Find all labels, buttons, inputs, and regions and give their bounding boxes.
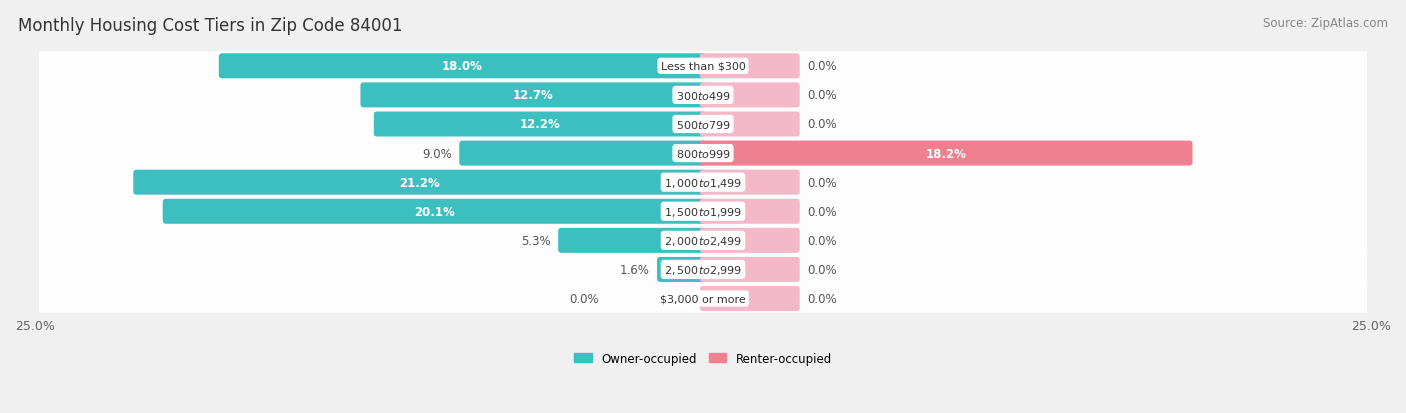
Text: 9.0%: 9.0% bbox=[422, 147, 451, 160]
Text: Less than $300: Less than $300 bbox=[661, 62, 745, 71]
Text: 1.6%: 1.6% bbox=[620, 263, 650, 276]
FancyBboxPatch shape bbox=[700, 257, 800, 282]
Text: 0.0%: 0.0% bbox=[807, 89, 837, 102]
FancyBboxPatch shape bbox=[163, 199, 706, 224]
Text: $1,500 to $1,999: $1,500 to $1,999 bbox=[664, 205, 742, 218]
Text: 12.2%: 12.2% bbox=[520, 118, 561, 131]
Text: $800 to $999: $800 to $999 bbox=[675, 148, 731, 160]
FancyBboxPatch shape bbox=[219, 54, 706, 79]
FancyBboxPatch shape bbox=[39, 197, 1367, 227]
FancyBboxPatch shape bbox=[39, 139, 1367, 169]
FancyBboxPatch shape bbox=[39, 284, 1367, 314]
Text: $2,500 to $2,999: $2,500 to $2,999 bbox=[664, 263, 742, 276]
FancyBboxPatch shape bbox=[558, 228, 706, 253]
FancyBboxPatch shape bbox=[700, 141, 1192, 166]
FancyBboxPatch shape bbox=[700, 54, 800, 79]
Text: Monthly Housing Cost Tiers in Zip Code 84001: Monthly Housing Cost Tiers in Zip Code 8… bbox=[18, 17, 402, 34]
Text: 0.0%: 0.0% bbox=[807, 60, 837, 73]
Text: $2,000 to $2,499: $2,000 to $2,499 bbox=[664, 234, 742, 247]
FancyBboxPatch shape bbox=[700, 170, 800, 195]
FancyBboxPatch shape bbox=[374, 112, 706, 137]
FancyBboxPatch shape bbox=[39, 109, 1367, 140]
FancyBboxPatch shape bbox=[39, 81, 1367, 111]
Text: 0.0%: 0.0% bbox=[569, 292, 599, 305]
Text: 0.0%: 0.0% bbox=[807, 205, 837, 218]
FancyBboxPatch shape bbox=[39, 168, 1367, 198]
FancyBboxPatch shape bbox=[700, 83, 800, 108]
FancyBboxPatch shape bbox=[39, 52, 1367, 82]
Text: 0.0%: 0.0% bbox=[807, 176, 837, 189]
Text: 18.0%: 18.0% bbox=[441, 60, 482, 73]
Text: 0.0%: 0.0% bbox=[807, 292, 837, 305]
Text: 12.7%: 12.7% bbox=[513, 89, 554, 102]
FancyBboxPatch shape bbox=[700, 199, 800, 224]
Text: 21.2%: 21.2% bbox=[399, 176, 440, 189]
Legend: Owner-occupied, Renter-occupied: Owner-occupied, Renter-occupied bbox=[574, 352, 832, 365]
Text: Source: ZipAtlas.com: Source: ZipAtlas.com bbox=[1263, 17, 1388, 29]
Text: 0.0%: 0.0% bbox=[807, 118, 837, 131]
Text: 5.3%: 5.3% bbox=[522, 234, 551, 247]
Text: 18.2%: 18.2% bbox=[925, 147, 966, 160]
FancyBboxPatch shape bbox=[700, 112, 800, 137]
FancyBboxPatch shape bbox=[360, 83, 706, 108]
FancyBboxPatch shape bbox=[460, 141, 706, 166]
Text: $500 to $799: $500 to $799 bbox=[675, 119, 731, 131]
Text: $3,000 or more: $3,000 or more bbox=[661, 294, 745, 304]
FancyBboxPatch shape bbox=[700, 286, 800, 311]
FancyBboxPatch shape bbox=[134, 170, 706, 195]
FancyBboxPatch shape bbox=[700, 228, 800, 253]
Text: $1,000 to $1,499: $1,000 to $1,499 bbox=[664, 176, 742, 189]
FancyBboxPatch shape bbox=[657, 257, 706, 282]
Text: 0.0%: 0.0% bbox=[807, 263, 837, 276]
Text: 20.1%: 20.1% bbox=[413, 205, 454, 218]
FancyBboxPatch shape bbox=[39, 225, 1367, 256]
Text: $300 to $499: $300 to $499 bbox=[675, 90, 731, 102]
FancyBboxPatch shape bbox=[39, 255, 1367, 285]
Text: 0.0%: 0.0% bbox=[807, 234, 837, 247]
